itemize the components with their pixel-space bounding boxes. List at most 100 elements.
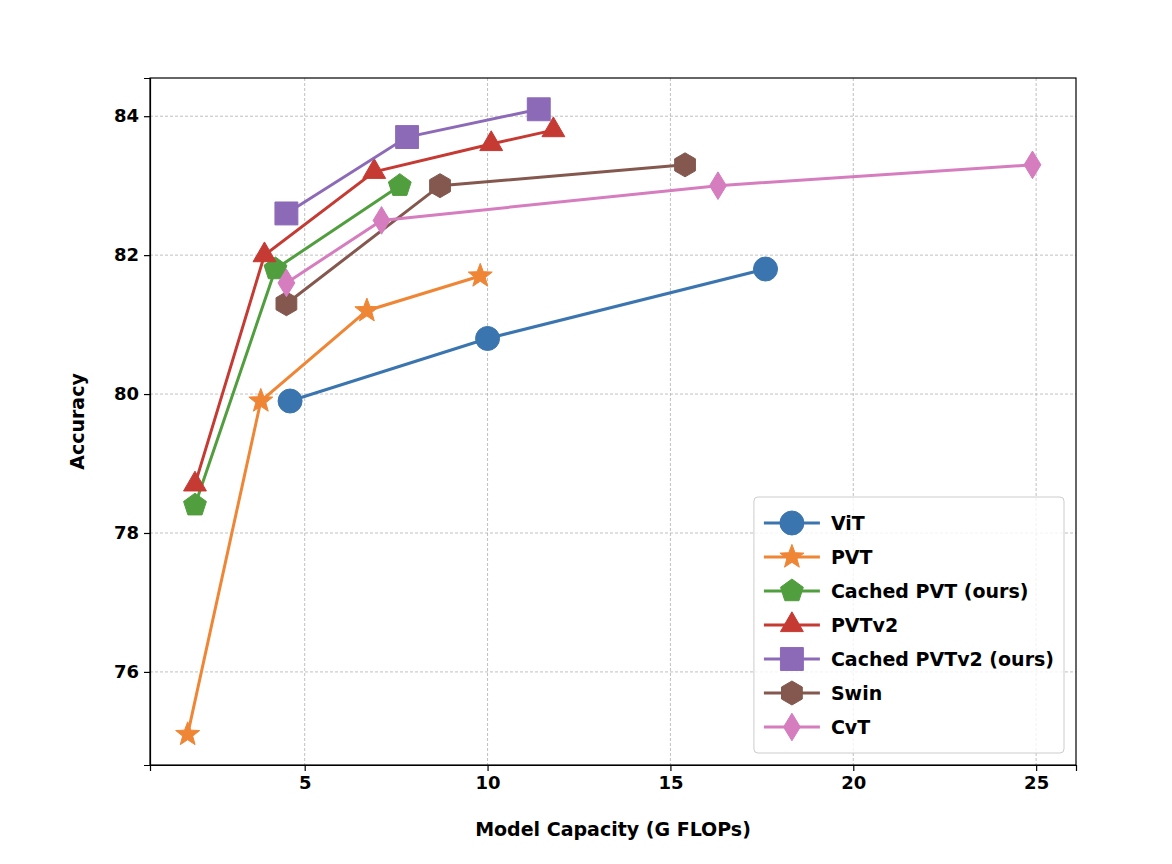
x-axis-title: Model Capacity (G FLOPs) [475,818,751,840]
grid-line [304,78,305,765]
marker [278,269,295,297]
legend-label: ViT [831,512,865,534]
tick: 20 [841,765,866,793]
tick-mark [853,765,854,771]
marker [249,388,273,411]
legend: ViT PVT Cached PVT (ours) PVTv2 Cached PVTv2… [754,497,1064,753]
legend-marker [782,681,803,705]
tick-mark [144,255,150,256]
tick-label: 84 [114,105,139,126]
frame [150,78,1076,765]
marker [476,326,500,350]
tick: 78 [114,522,150,543]
tick: 10 [476,765,501,793]
series-line [195,186,400,506]
tick: 84 [114,105,150,126]
series [278,151,1041,297]
tick-mark [144,394,150,395]
legend-marker [780,648,803,671]
marker [184,471,207,491]
tick-mark [144,116,150,117]
marker [396,126,419,149]
axis-line [151,766,1077,772]
tick-mark [144,672,150,673]
tick-label: 80 [114,383,139,404]
legend-label: CvT [831,716,870,738]
tick-label: 15 [658,772,683,793]
grid [150,78,1076,765]
tick: 15 [658,765,683,793]
chart: 5 10 15 20 25 76 78 80 82 84 ViT PVT Cached PVT (our… [0,0,1172,864]
series [276,153,695,316]
tick: 76 [114,661,150,682]
legend-item: Cached PVT (ours) [764,579,1029,602]
series-line [286,109,538,213]
tick-label: 20 [841,772,866,793]
marker [176,722,200,745]
tick-label: 82 [114,244,139,265]
marker [373,207,390,235]
marker [710,172,727,200]
tick-label: 76 [114,661,139,682]
marker [278,389,302,413]
series [278,257,777,413]
legend-item: PVT [764,544,873,567]
tick: 5 [299,765,312,793]
tick-label: 25 [1024,772,1049,793]
legend-label: Swin [831,682,882,704]
series-line [290,269,765,401]
legend-marker [780,612,803,632]
series [184,117,565,491]
x-axis: 5 10 15 20 25 [151,765,1077,793]
marker [275,202,298,225]
tick-mark [305,765,306,771]
series-line [195,130,553,484]
grid-line [150,116,1076,117]
tick: 80 [114,383,150,404]
tick-mark [670,765,671,771]
marker [468,263,492,286]
series-line [286,165,685,304]
legend-item: Cached PVTv2 (ours) [764,648,1054,671]
tick-label: 78 [114,522,139,543]
legend-label: Cached PVT (ours) [831,580,1029,602]
marker [675,153,696,177]
plot: 5 10 15 20 25 76 78 80 82 84 ViT PVT Cached PVT (our… [114,78,1077,793]
legend-item: Swin [764,681,882,705]
marker [480,131,503,151]
legend-marker [780,579,803,601]
marker [184,493,207,515]
legend-item: ViT [764,511,865,535]
tick: 25 [1024,765,1049,793]
grid-line [670,78,671,765]
legend-marker [784,713,801,741]
series [176,263,493,744]
tick-mark [144,533,150,534]
series-line [188,276,481,734]
tick: 82 [114,244,150,265]
marker [754,257,778,281]
marker [388,174,411,196]
legend-label: PVT [831,546,873,568]
tick-mark [487,765,488,771]
legend-item: PVTv2 [764,612,898,636]
marker [355,298,379,321]
marker [1024,151,1041,179]
marker [253,242,276,262]
y-axis: 76 78 80 82 84 [114,79,151,766]
legend-item: CvT [764,713,870,741]
legend-marker [780,511,804,535]
legend-label: PVTv2 [831,614,898,636]
legend-label: Cached PVTv2 (ours) [831,648,1054,670]
tick-label: 10 [476,772,501,793]
legend-marker [780,544,804,567]
tick-mark [1036,765,1037,771]
y-axis-title: Accuracy [66,373,88,470]
marker [527,98,550,121]
series-line [286,165,1032,283]
legend-box [754,497,1064,753]
series [184,174,412,515]
grid-line [150,255,1076,256]
marker [430,174,451,198]
tick-label: 5 [299,772,312,793]
